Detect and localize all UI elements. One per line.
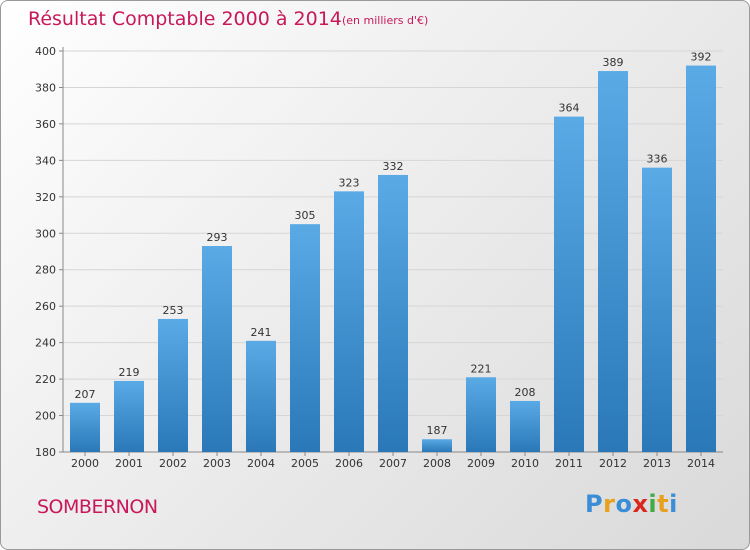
bar [334,191,364,452]
y-tick-label: 360 [35,118,56,131]
data-label: 208 [515,386,536,399]
data-label: 241 [251,326,272,339]
data-label: 332 [383,160,404,173]
bar [378,174,408,453]
brand-letter: o [615,490,633,518]
bar [290,224,320,452]
bar [510,400,540,452]
x-tick-label: 2007 [379,457,407,470]
bar [114,380,144,452]
x-tick-label: 2005 [291,457,319,470]
bar [686,65,716,452]
brand-letter: t [657,490,670,518]
x-tick-label: 2010 [511,457,539,470]
data-label: 392 [691,51,712,64]
data-labels: 207 219 253 293 241 305 323 332 187 221 208 364 389 3… [75,51,712,438]
y-tick-label: 280 [35,264,56,277]
data-label: 293 [207,231,228,244]
x-tick-label: 2004 [247,457,275,470]
y-tick-label: 180 [35,446,56,459]
y-tick-label: 400 [35,45,56,58]
bar [642,167,672,452]
x-tick-label: 2011 [555,457,583,470]
y-tick-label: 300 [35,227,56,240]
data-label: 207 [75,388,96,401]
chart-title: Résultat Comptable 2000 à 2014 [28,8,342,30]
y-tick-label: 240 [35,337,56,350]
x-tick-label: 2013 [643,457,671,470]
brand-letter: P [585,490,604,518]
bar [70,402,100,452]
proxiti-logo[interactable]: Proxiti [585,490,678,518]
brand-letter: r [603,490,616,518]
data-label: 221 [471,362,492,375]
y-tick-label: 200 [35,410,56,423]
bar [422,439,452,452]
bar [202,246,232,452]
data-label: 389 [603,56,624,69]
x-tick-label: 2000 [71,457,99,470]
y-tick-label: 220 [35,373,56,386]
brand-letter: i [669,490,678,518]
data-label: 253 [163,304,184,317]
bar [246,340,276,452]
data-label: 323 [339,176,360,189]
data-label: 305 [295,209,316,222]
bar [598,71,628,453]
x-tick-label: 2001 [115,457,143,470]
brand-letter: x [632,490,649,518]
x-tick-label: 2012 [599,457,627,470]
y-tick-label: 380 [35,81,56,94]
x-tick-label: 2006 [335,457,363,470]
y-tick-label: 260 [35,300,56,313]
data-label: 219 [119,366,140,379]
bar [158,318,188,452]
tick-labels: 180 200 220 240 260 280 300 320 340 360 380 400 2000… [35,45,715,470]
commune-name: SOMBERNON [37,496,158,518]
y-tick-label: 340 [35,154,56,167]
bar [554,116,584,453]
y-tick-label: 320 [35,191,56,204]
chart-subtitle: (en milliers d'€) [342,14,429,27]
x-tick-label: 2008 [423,457,451,470]
data-label: 187 [427,424,448,437]
x-tick-label: 2014 [687,457,715,470]
data-label: 336 [647,153,668,166]
x-tick-label: 2003 [203,457,231,470]
brand-letter: i [648,490,658,518]
x-tick-label: 2002 [159,457,187,470]
x-tick-label: 2009 [467,457,495,470]
bars [70,65,716,453]
data-label: 364 [559,102,580,115]
bar [466,377,496,452]
